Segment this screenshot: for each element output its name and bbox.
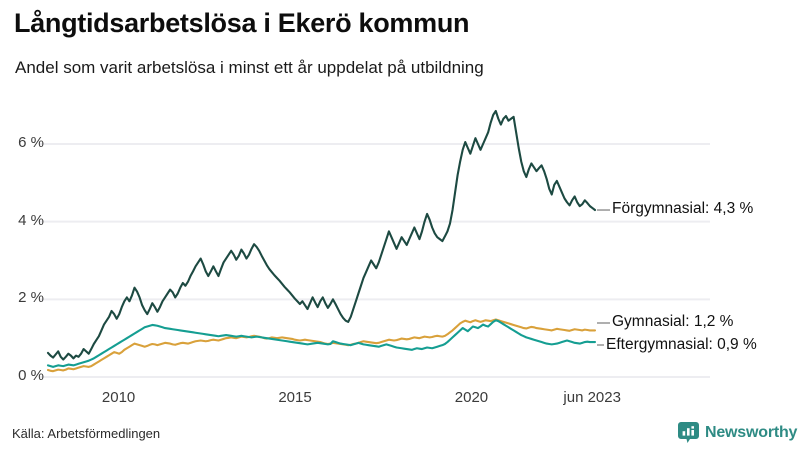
newsworthy-wordmark: Newsworthy xyxy=(705,423,798,441)
series-end-label-förgymnasial: Förgymnasial: 4,3 % xyxy=(612,200,754,218)
series-line-eftergymnasial xyxy=(46,319,597,368)
y-tick-label: 0 % xyxy=(18,367,44,384)
series-end-label-gymnasial: Gymnasial: 1,2 % xyxy=(612,313,734,330)
newsworthy-logo[interactable]: Newsworthy xyxy=(678,422,797,443)
series-end-label-eftergymnasial: Eftergymnasial: 0,9 % xyxy=(606,336,757,353)
x-tick-label: 2020 xyxy=(454,389,489,406)
source-note: Källa: Arbetsförmedlingen xyxy=(12,426,161,441)
bar-chart-logo-icon xyxy=(678,422,699,443)
series-line-gymnasial xyxy=(46,318,597,373)
series-line-förgymnasial xyxy=(46,109,597,361)
x-tick-label: jun 2023 xyxy=(563,389,621,406)
x-tick-label: 2015 xyxy=(278,389,312,406)
x-tick-label: 2010 xyxy=(101,389,136,406)
chart-subtitle: Andel som varit arbetslösa i minst ett å… xyxy=(15,58,484,77)
page-title: Långtidsarbetslösa i Ekerö kommun xyxy=(14,8,470,38)
y-tick-label: 6 % xyxy=(18,134,44,151)
y-tick-label: 4 % xyxy=(18,211,44,229)
y-tick-label: 2 % xyxy=(18,289,44,307)
